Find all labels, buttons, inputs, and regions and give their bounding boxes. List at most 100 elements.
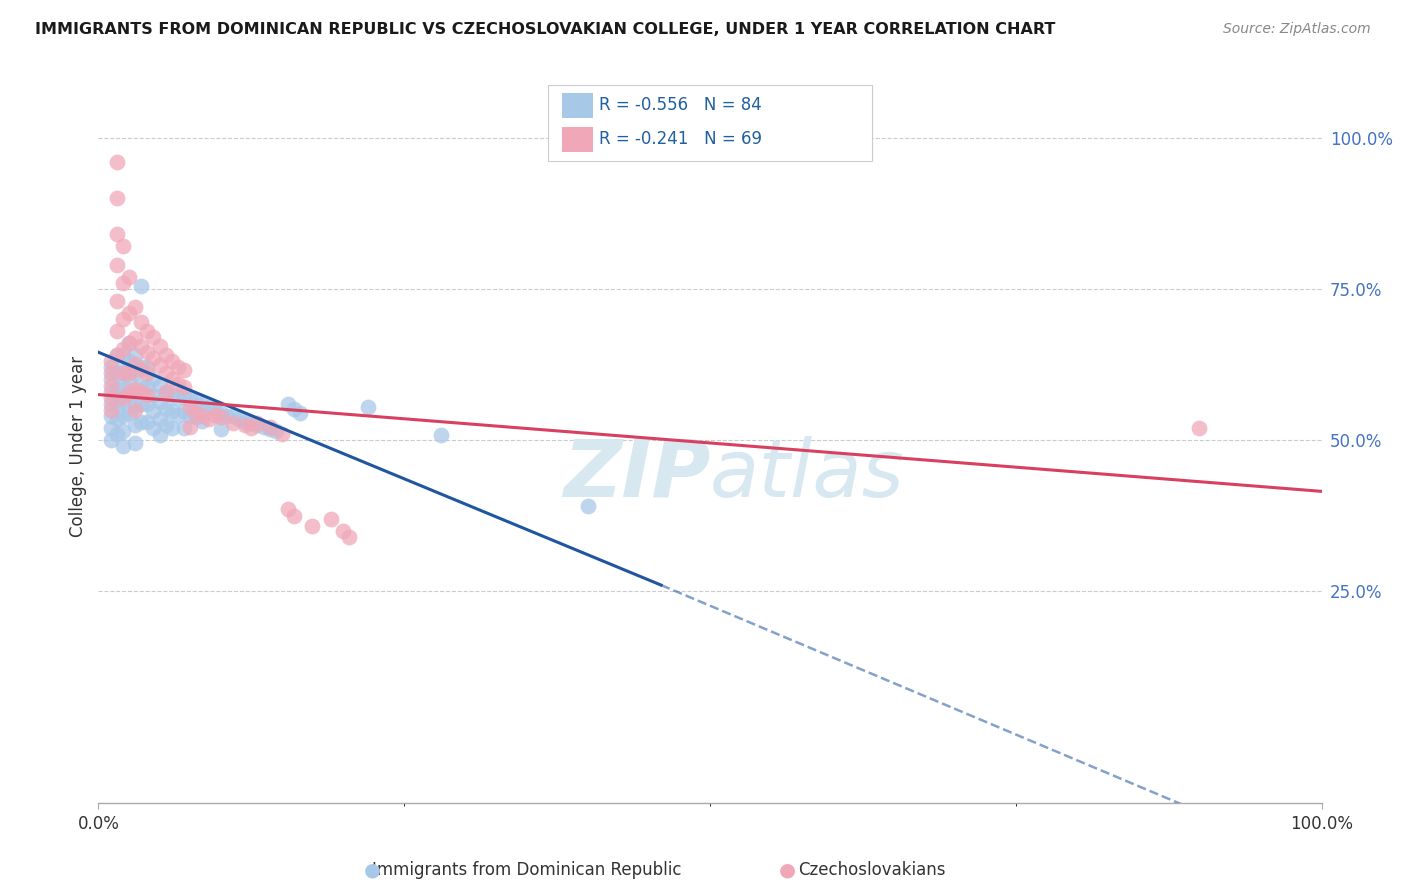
- Point: [233, 417, 256, 432]
- Point: [246, 417, 269, 432]
- Text: Czechoslovakians: Czechoslovakians: [799, 861, 945, 879]
- Point: [167, 377, 190, 392]
- Point: [430, 428, 453, 442]
- Text: Source: ZipAtlas.com: Source: ZipAtlas.com: [1223, 22, 1371, 37]
- Point: [118, 336, 141, 351]
- Text: ●: ●: [364, 860, 381, 880]
- Point: [319, 511, 342, 525]
- Point: [105, 367, 128, 381]
- Point: [576, 500, 599, 514]
- Point: [118, 384, 141, 399]
- Point: [179, 392, 201, 406]
- Point: [155, 367, 177, 381]
- Point: [142, 387, 165, 401]
- Point: [100, 384, 122, 399]
- Point: [167, 408, 190, 422]
- Point: [155, 384, 177, 399]
- Point: [264, 424, 287, 438]
- Point: [186, 393, 208, 408]
- Point: [155, 401, 177, 416]
- Point: [118, 354, 141, 368]
- Point: [105, 348, 128, 362]
- Point: [100, 402, 122, 417]
- Text: atlas: atlas: [710, 435, 905, 514]
- Point: [100, 391, 122, 405]
- Point: [100, 372, 122, 386]
- Point: [191, 414, 214, 428]
- Point: [204, 402, 226, 417]
- Point: [124, 417, 146, 432]
- Point: [129, 363, 152, 377]
- Point: [124, 357, 146, 371]
- Point: [136, 378, 159, 392]
- Point: [179, 419, 201, 434]
- Point: [124, 400, 146, 414]
- Point: [142, 404, 165, 418]
- Point: [100, 354, 122, 368]
- Point: [118, 387, 141, 401]
- Point: [155, 384, 177, 399]
- Point: [105, 293, 128, 308]
- Point: [142, 372, 165, 386]
- Point: [111, 378, 134, 392]
- Point: [129, 278, 152, 293]
- Point: [129, 339, 152, 353]
- Point: [167, 391, 190, 405]
- Point: [136, 345, 159, 359]
- Point: [129, 384, 152, 399]
- Point: [209, 422, 232, 436]
- Point: [160, 421, 183, 435]
- Text: IMMIGRANTS FROM DOMINICAN REPUBLIC VS CZECHOSLOVAKIAN COLLEGE, UNDER 1 YEAR CORR: IMMIGRANTS FROM DOMINICAN REPUBLIC VS CZ…: [35, 22, 1056, 37]
- Point: [290, 406, 312, 420]
- Text: ●: ●: [779, 860, 796, 880]
- Point: [118, 336, 141, 351]
- Point: [149, 428, 172, 442]
- Point: [215, 409, 238, 423]
- Point: [105, 324, 128, 338]
- Point: [111, 343, 134, 357]
- Point: [270, 426, 294, 441]
- Point: [105, 348, 128, 362]
- Point: [105, 382, 128, 396]
- Point: [100, 360, 122, 375]
- Point: [136, 367, 159, 381]
- Point: [209, 406, 232, 420]
- Point: [173, 363, 195, 377]
- Point: [222, 409, 245, 423]
- Point: [124, 331, 146, 345]
- Point: [155, 418, 177, 433]
- Point: [160, 404, 183, 418]
- Point: [105, 227, 128, 242]
- Point: [100, 421, 122, 435]
- Point: [136, 324, 159, 338]
- Point: [124, 300, 146, 314]
- Point: [111, 367, 134, 381]
- Point: [100, 409, 122, 423]
- Point: [111, 363, 134, 377]
- Point: [129, 397, 152, 411]
- Point: [105, 258, 128, 272]
- Point: [100, 397, 122, 411]
- Point: [124, 384, 146, 399]
- Point: [179, 400, 201, 414]
- Point: [124, 348, 146, 362]
- Point: [167, 360, 190, 375]
- Point: [160, 387, 183, 401]
- Point: [124, 436, 146, 450]
- Point: [209, 409, 232, 424]
- Point: [233, 415, 256, 429]
- Point: [252, 419, 274, 434]
- Point: [105, 426, 128, 441]
- Point: [100, 378, 122, 392]
- Point: [111, 439, 134, 453]
- Point: [240, 416, 263, 430]
- Point: [105, 411, 128, 425]
- Point: [1188, 421, 1211, 435]
- Point: [105, 397, 128, 411]
- Point: [149, 395, 172, 409]
- Point: [149, 358, 172, 372]
- Point: [259, 422, 281, 436]
- Point: [191, 397, 214, 411]
- Point: [259, 419, 281, 434]
- Point: [111, 393, 134, 408]
